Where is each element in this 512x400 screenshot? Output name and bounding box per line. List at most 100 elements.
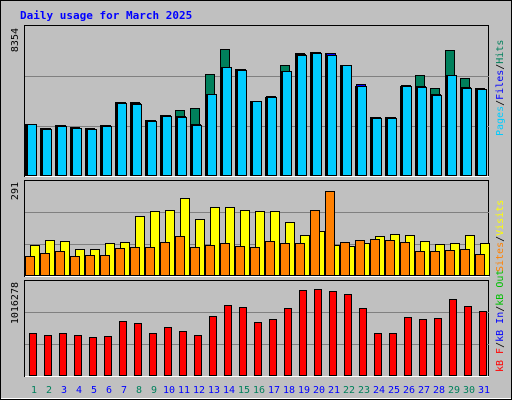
pages-bar xyxy=(192,125,202,176)
legend-pages: Pages xyxy=(495,106,506,136)
pages-bar xyxy=(327,55,337,176)
kb-f-bar xyxy=(239,307,247,376)
day-label: 20 xyxy=(313,385,325,396)
kb-f-bar xyxy=(209,316,217,376)
pages-bar xyxy=(342,65,352,176)
sites-bar xyxy=(250,247,260,276)
kb-f-bar xyxy=(344,294,352,376)
kb-f-bar xyxy=(149,333,157,376)
day-label: 4 xyxy=(76,385,82,396)
day-label: 21 xyxy=(328,385,340,396)
day-label: 30 xyxy=(463,385,475,396)
legend-visits: Visits xyxy=(495,200,506,236)
pages-bar xyxy=(312,53,322,176)
legend-separator: / xyxy=(495,342,506,348)
day-label: 3 xyxy=(61,385,67,396)
bot-y-max-label: 1016278 xyxy=(10,282,21,324)
pages-bar xyxy=(432,95,442,176)
day-label: 15 xyxy=(238,385,250,396)
day-label: 18 xyxy=(283,385,295,396)
kb-f-bar xyxy=(314,289,322,376)
sites-bar xyxy=(40,253,50,276)
day-label: 26 xyxy=(403,385,415,396)
day-label: 25 xyxy=(388,385,400,396)
sites-bar xyxy=(145,247,155,276)
pages-bar xyxy=(27,124,37,176)
pages-bar xyxy=(42,129,52,176)
sites-bar xyxy=(340,242,350,276)
pages-bar xyxy=(132,104,142,176)
day-label: 10 xyxy=(163,385,175,396)
legend-kbin: kB In xyxy=(495,312,506,342)
x-axis-day-labels: 1 2 3 4 5 6 7 8 9 10 11 12 13 14 15 16 17 18 19 20 21 22 23 24 2… xyxy=(31,385,490,396)
kb-f-bar xyxy=(194,335,202,376)
sites-bar xyxy=(415,251,425,276)
day-label: 7 xyxy=(121,385,127,396)
kb-f-bar xyxy=(164,327,172,376)
kb-f-bar xyxy=(269,319,277,376)
kb-f-bar xyxy=(299,290,307,376)
day-label: 14 xyxy=(223,385,235,396)
sites-bar xyxy=(265,241,275,276)
pages-bar xyxy=(162,116,172,176)
kb-f-bar xyxy=(74,335,82,376)
kb-f-bar xyxy=(479,311,487,376)
day-label: 8 xyxy=(136,385,142,396)
sites-bar xyxy=(385,240,395,276)
kb-f-bar xyxy=(434,318,442,376)
kb-f-bar xyxy=(449,299,457,376)
sites-bar xyxy=(55,251,65,276)
kbytes-panel xyxy=(24,280,489,377)
sites-bar xyxy=(295,243,305,276)
sites-bar xyxy=(400,242,410,276)
kb-f-bar xyxy=(119,321,127,376)
pages-bar xyxy=(117,103,127,176)
kb-f-bar xyxy=(59,333,67,376)
kb-f-bar xyxy=(419,319,427,376)
kb-f-bar xyxy=(179,331,187,376)
day-label: 13 xyxy=(208,385,220,396)
pages-bar xyxy=(267,97,277,176)
sites-bar xyxy=(325,191,335,276)
sites-bar xyxy=(190,247,200,276)
kb-f-bar xyxy=(134,323,142,376)
kb-f-bar xyxy=(329,291,337,376)
sites-bar xyxy=(70,256,80,276)
day-label: 5 xyxy=(91,385,97,396)
day-label: 31 xyxy=(478,385,490,396)
sites-bar xyxy=(25,256,35,276)
legend-mid: Sites/Visits xyxy=(495,200,506,272)
day-label: 22 xyxy=(343,385,355,396)
legend-separator: / xyxy=(495,306,506,312)
legend-hits: Hits xyxy=(495,40,506,64)
pages-bar xyxy=(297,55,307,176)
day-label: 16 xyxy=(253,385,265,396)
sites-bar xyxy=(235,246,245,276)
day-label: 29 xyxy=(448,385,460,396)
sites-bar xyxy=(130,247,140,276)
pages-bar xyxy=(357,86,367,176)
sites-bar xyxy=(220,243,230,276)
kb-f-bar xyxy=(29,333,37,376)
pages-bar xyxy=(222,67,232,176)
pages-bar xyxy=(372,118,382,176)
day-label: 2 xyxy=(46,385,52,396)
kb-f-bar xyxy=(464,306,472,376)
pages-bar xyxy=(477,89,487,176)
pages-bar xyxy=(402,86,412,176)
chart-title: Daily usage for March 2025 xyxy=(20,9,192,22)
legend-separator: / xyxy=(495,100,506,106)
sites-bar xyxy=(445,250,455,276)
pages-bar xyxy=(87,129,97,176)
pages-bar xyxy=(252,101,262,176)
pages-bar xyxy=(102,126,112,176)
kb-f-bar xyxy=(254,322,262,376)
pages-bar xyxy=(57,126,67,176)
day-label: 19 xyxy=(298,385,310,396)
day-label: 27 xyxy=(418,385,430,396)
legend-files: Files xyxy=(495,70,506,100)
day-label: 23 xyxy=(358,385,370,396)
sites-bar xyxy=(460,249,470,276)
day-label: 24 xyxy=(373,385,385,396)
